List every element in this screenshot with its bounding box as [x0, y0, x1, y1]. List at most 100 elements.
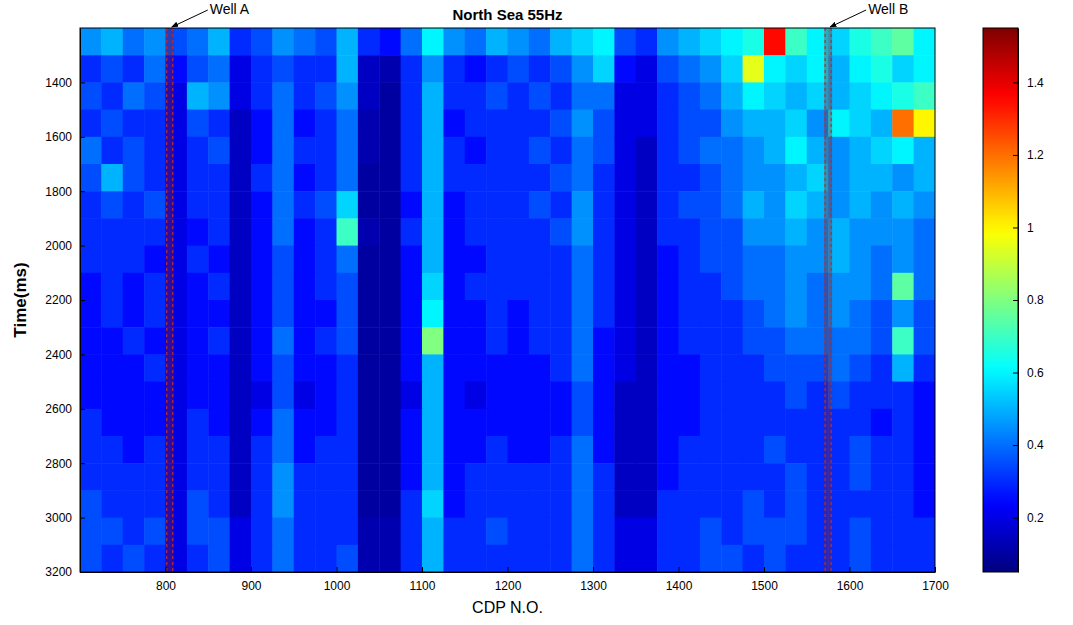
x-tick-label: 1300: [580, 579, 607, 593]
heatmap-cell: [272, 463, 294, 491]
heatmap-cell: [379, 110, 401, 138]
heatmap-cell: [401, 273, 423, 301]
heatmap-cell: [337, 409, 359, 437]
heatmap-cell: [144, 327, 166, 355]
heatmap-cell: [272, 137, 294, 165]
heatmap-cell: [337, 382, 359, 410]
heatmap-cell: [144, 382, 166, 410]
heatmap-cell: [358, 191, 380, 219]
heatmap-cell: [850, 545, 872, 572]
heatmap-cell: [123, 327, 145, 355]
heatmap-cell: [401, 191, 423, 219]
heatmap-cell: [401, 137, 423, 165]
heatmap-cell: [208, 164, 230, 192]
heatmap-cell: [272, 110, 294, 138]
heatmap-cell: [187, 273, 209, 301]
heatmap-cell: [443, 137, 465, 165]
heatmap-cell: [764, 164, 786, 192]
heatmap-cell: [465, 518, 487, 546]
heatmap-cell: [123, 273, 145, 301]
heatmap-cell: [764, 246, 786, 274]
heatmap-cell: [743, 327, 765, 355]
heatmap-cell: [785, 110, 807, 138]
y-tick: 2600: [45, 402, 85, 416]
heatmap-cell: [315, 164, 337, 192]
heatmap-cell: [657, 354, 679, 382]
heatmap-cell: [679, 191, 701, 219]
heatmap-cell: [144, 191, 166, 219]
heatmap-cell: [443, 518, 465, 546]
well-arrow: [172, 10, 208, 27]
heatmap-cell: [700, 545, 722, 572]
heatmap-cell: [187, 137, 209, 165]
heatmap-cell: [486, 382, 508, 410]
heatmap-cell: [785, 246, 807, 274]
heatmap-cell: [101, 273, 123, 301]
heatmap-cell: [743, 191, 765, 219]
heatmap-cell: [721, 300, 743, 328]
heatmap-cell: [187, 300, 209, 328]
heatmap-cell: [764, 518, 786, 546]
heatmap-cell: [785, 545, 807, 572]
heatmap-cell: [914, 382, 935, 410]
x-tick-mark: [251, 567, 252, 572]
heatmap-cell: [785, 382, 807, 410]
heatmap-cell: [679, 327, 701, 355]
heatmap-cell: [764, 137, 786, 165]
heatmap-cell: [379, 246, 401, 274]
heatmap-cell: [422, 545, 444, 572]
y-tick: 1800: [45, 185, 85, 199]
heatmap-cell: [593, 110, 615, 138]
heatmap-cell: [144, 463, 166, 491]
heatmap-cell: [764, 436, 786, 464]
heatmap-cell: [871, 218, 893, 246]
heatmap-cell: [572, 55, 594, 83]
x-tick-label: 1400: [666, 579, 693, 593]
heatmap-cell: [871, 110, 893, 138]
heatmap-cell: [401, 354, 423, 382]
heatmap-cell: [401, 463, 423, 491]
heatmap-cell: [251, 409, 273, 437]
plot-frame: [80, 28, 935, 572]
colorbar-tick-mark: [1013, 82, 1018, 83]
heatmap-cell: [230, 273, 252, 301]
heatmap-cell: [593, 436, 615, 464]
heatmap-cell: [208, 110, 230, 138]
heatmap-cell: [721, 354, 743, 382]
heatmap-cell: [636, 409, 658, 437]
heatmap-cell: [700, 382, 722, 410]
heatmap-cell: [101, 55, 123, 83]
heatmap-cell: [679, 28, 701, 56]
y-tick-label: 2000: [45, 239, 72, 253]
x-tick-mark: [508, 567, 509, 572]
heatmap-cell: [657, 55, 679, 83]
heatmap-cell: [294, 518, 316, 546]
y-tick-label: 3200: [45, 565, 72, 579]
heatmap-cell: [208, 545, 230, 572]
heatmap-cell: [636, 137, 658, 165]
heatmap-cell: [443, 246, 465, 274]
heatmap-cell: [572, 28, 594, 56]
heatmap-cell: [187, 354, 209, 382]
colorbar-tick-label: 0.6: [1027, 366, 1044, 380]
heatmap-cell: [508, 28, 530, 56]
heatmap-cell: [871, 300, 893, 328]
colorbar-frame: [983, 28, 1018, 572]
heatmap-cell: [101, 490, 123, 518]
heatmap-cell: [251, 327, 273, 355]
x-tick-mark: [935, 567, 936, 572]
heatmap-cell: [892, 490, 914, 518]
heatmap-cell: [850, 463, 872, 491]
heatmap-cell: [187, 218, 209, 246]
heatmap-cell: [379, 137, 401, 165]
y-axis-title: Time(ms): [11, 262, 30, 337]
heatmap-cell: [529, 110, 551, 138]
heatmap-cell: [443, 409, 465, 437]
heatmap-cell: [892, 164, 914, 192]
heatmap-cell: [315, 82, 337, 110]
heatmap-cell: [550, 28, 572, 56]
heatmap-cell: [550, 409, 572, 437]
heatmap-cell: [550, 518, 572, 546]
heatmap-cell: [358, 28, 380, 56]
heatmap-cell: [230, 463, 252, 491]
